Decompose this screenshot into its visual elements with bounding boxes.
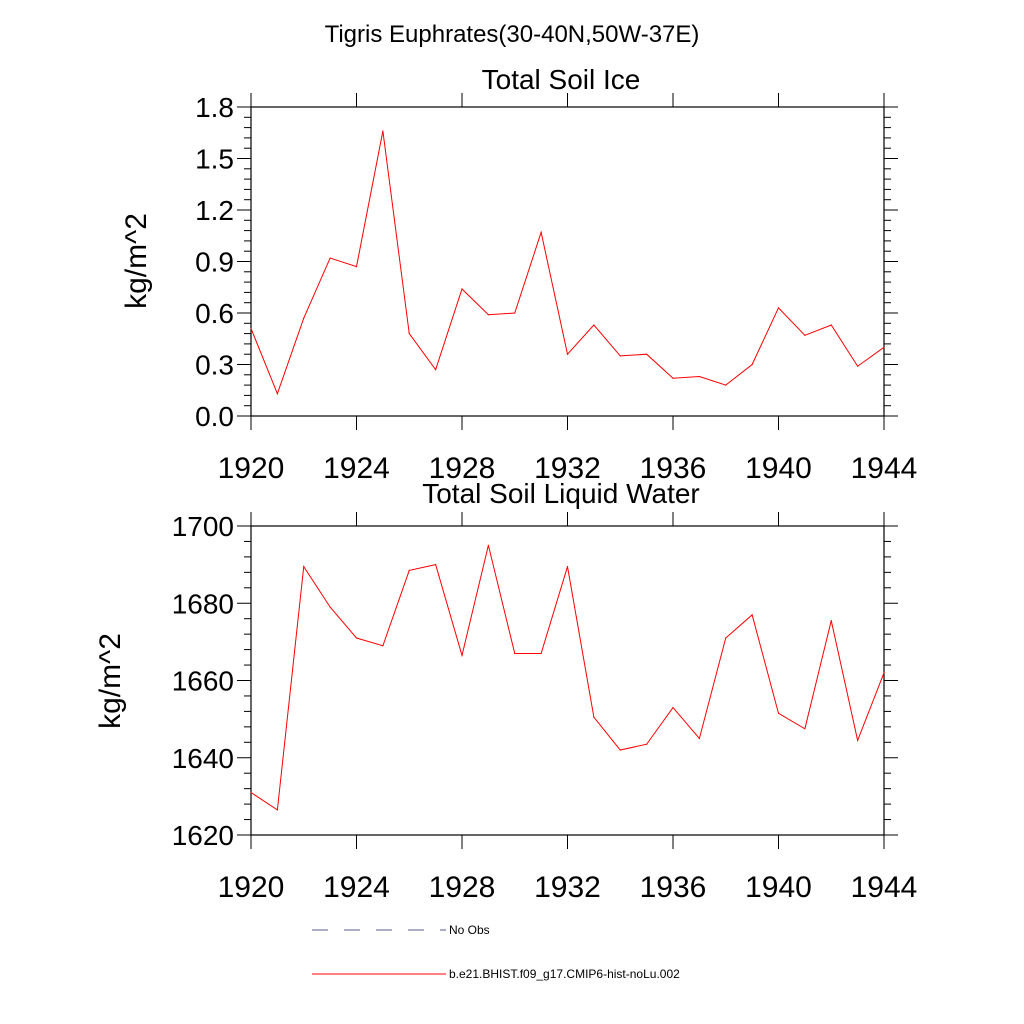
y-axis-label: kg/m^2 [120,213,153,309]
x-tick-label: 1940 [745,871,812,904]
y-tick-label: 1660 [172,666,234,697]
y-tick-label: 1.2 [195,195,234,226]
x-tick-label: 1940 [745,452,812,485]
data-point [725,384,727,386]
figure-suptitle: Tigris Euphrates(30-40N,50W-37E) [325,21,700,48]
y-tick-label: 0.0 [195,401,234,432]
data-point [830,324,832,326]
data-point [672,377,674,379]
data-point [566,353,569,355]
legend-label-model-run: b.e21.BHIST.f09_g17.CMIP6-hist-noLu.002 [449,967,680,981]
tick-group: 0.0 0.3 0.6 0.9 1.2 1.5 1.8 1920 1924 1928 1932 193… [195,92,917,485]
legend: No Obs b.e21.BHIST.f09_g17.CMIP6-hist-no… [312,923,680,981]
data-point [883,672,885,674]
x-tick-label: 1920 [218,871,285,904]
data-point [408,333,410,335]
data-point [883,346,885,348]
y-tick-label: 1640 [172,743,234,774]
data-point [355,637,358,639]
series-group [250,544,885,811]
data-point [250,791,252,794]
data-point [303,565,305,568]
x-tick-label: 1944 [851,871,918,904]
data-point [619,749,621,751]
series-group [250,130,885,396]
data-point [646,743,648,745]
y-tick-label: 1680 [172,588,234,619]
data-point [566,565,569,568]
data-point [487,314,489,316]
data-point [698,375,700,378]
x-tick-label: 1928 [429,452,496,485]
tick-group: 1620 1640 1660 1680 1700 1920 1924 1928 1932 1936… [172,511,918,904]
y-tick-label: 1.8 [195,92,234,123]
data-point [250,327,252,330]
plot-frame [250,525,885,836]
data-point [646,353,648,355]
data-point [593,324,595,326]
data-point [540,231,542,233]
data-point [672,706,674,709]
data-point [329,606,331,608]
data-point [777,712,780,714]
y-tick-label: 0.3 [195,350,234,381]
data-point [435,564,437,566]
data-point [751,363,753,366]
data-point [461,654,463,656]
data-point [804,334,806,336]
data-point [461,288,463,290]
data-point [857,739,859,741]
data-point [329,257,331,259]
panel-title: Total Soil Ice [482,64,641,95]
data-point [303,317,305,319]
x-tick-label: 1924 [323,871,390,904]
data-point [382,645,384,647]
data-point [804,728,806,730]
y-tick-label: 0.9 [195,247,234,278]
panel-total-soil-liquid-water: Total Soil Liquid Water kg/m^2 162016401… [94,478,917,904]
data-point [593,716,595,718]
data-point [514,652,516,655]
data-point [276,809,278,811]
data-point [857,365,859,367]
y-axis-label: kg/m^2 [94,633,127,729]
data-point [382,130,384,132]
data-point [540,652,542,655]
data-point [830,620,832,622]
data-point [276,393,278,395]
data-point [487,544,489,546]
y-tick-label: 1620 [172,820,234,851]
data-point [777,307,780,309]
panel-total-soil-ice: Total Soil Ice kg/m^2 0.0 0.3 0.6 0.9 1.2 1.5… [120,64,917,485]
y-tick-label: 1700 [172,511,234,542]
x-tick-label: 1932 [534,871,601,904]
x-tick-label: 1944 [851,452,918,485]
data-point [435,369,437,371]
x-tick-label: 1936 [640,871,707,904]
y-tick-label: 0.6 [195,298,234,329]
data-point [514,312,516,314]
x-tick-label: 1936 [640,452,707,485]
x-tick-label: 1932 [534,452,601,485]
data-point [355,266,358,268]
data-point [751,614,753,616]
data-point [725,637,727,639]
x-tick-label: 1928 [429,871,496,904]
data-point [619,355,621,357]
legend-label-no-obs: No Obs [449,923,490,937]
series-line [250,545,885,811]
y-tick-label: 1.5 [195,144,234,175]
data-point [698,737,700,740]
plot-frame [250,106,885,417]
data-point [408,569,410,572]
x-tick-label: 1920 [218,452,285,485]
x-tick-label: 1924 [323,452,390,485]
panel-title: Total Soil Liquid Water [422,478,700,509]
